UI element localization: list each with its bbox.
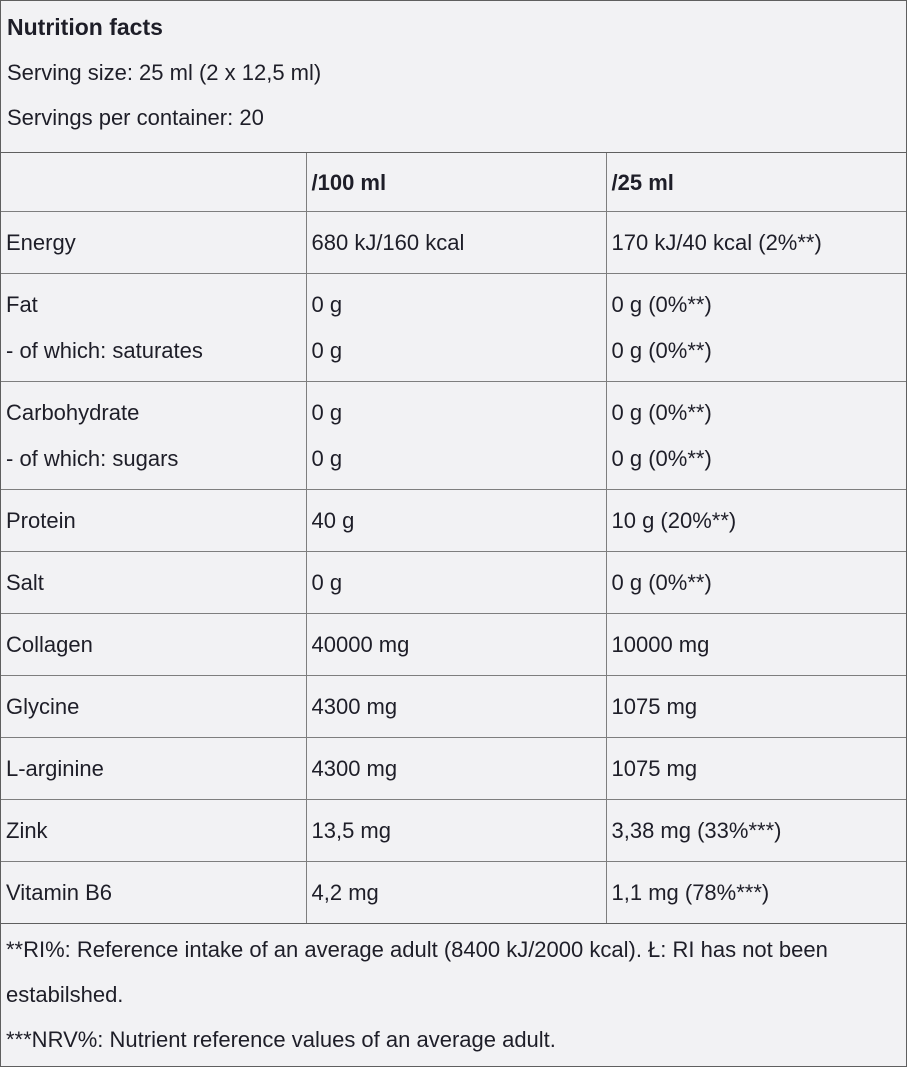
column-header-per-25ml: /25 ml bbox=[605, 152, 906, 212]
value-per-25ml: 1075 mg bbox=[605, 736, 906, 800]
table-row: Glycine 4300 mg 1075 mg bbox=[1, 674, 906, 738]
nutrient-name: Glycine bbox=[1, 674, 307, 738]
table-row: Protein 40 g 10 g (20%**) bbox=[1, 488, 906, 552]
value-per-100ml-line: 40000 mg bbox=[311, 631, 410, 657]
value-per-100ml-line: 13,5 mg bbox=[311, 817, 392, 843]
value-per-25ml-line: 10 g (20%**) bbox=[611, 507, 737, 533]
value-per-25ml: 0 g (0%**) bbox=[605, 550, 906, 614]
nutrient-name: L-arginine bbox=[1, 736, 307, 800]
value-per-25ml: 0 g (0%**) 0 g (0%**) bbox=[605, 380, 906, 490]
value-per-100ml: 4300 mg bbox=[305, 674, 607, 738]
value-per-100ml-line: 4300 mg bbox=[311, 693, 398, 719]
serving-size-text: Serving size: 25 ml (2 x 12,5 ml) bbox=[7, 60, 322, 85]
value-per-100ml: 0 g bbox=[305, 550, 607, 614]
nutrient-name-line: L-arginine bbox=[6, 755, 104, 781]
value-per-25ml: 1,1 mg (78%***) bbox=[605, 860, 906, 923]
value-per-100ml: 0 g 0 g bbox=[305, 272, 607, 382]
nutrient-name: Collagen bbox=[1, 612, 307, 676]
nutrient-name-line: Zink bbox=[6, 817, 48, 843]
nutrient-name-line: Fat bbox=[6, 291, 38, 317]
value-per-25ml-line: 3,38 mg (33%***) bbox=[611, 817, 782, 843]
value-per-25ml-line: 0 g (0%**) bbox=[611, 445, 712, 471]
value-per-100ml-line: 0 g bbox=[311, 399, 343, 425]
value-per-25ml: 0 g (0%**) 0 g (0%**) bbox=[605, 272, 906, 382]
column-header-blank bbox=[1, 152, 307, 212]
table-row: Collagen 40000 mg 10000 mg bbox=[1, 612, 906, 676]
nutrient-name: Carbohydrate - of which: sugars bbox=[1, 380, 307, 490]
table-row: L-arginine 4300 mg 1075 mg bbox=[1, 736, 906, 800]
value-per-100ml-line: 0 g bbox=[311, 337, 343, 363]
table-row: Zink 13,5 mg 3,38 mg (33%***) bbox=[1, 798, 906, 862]
value-per-100ml: 4,2 mg bbox=[305, 860, 607, 923]
value-per-25ml-line: 0 g (0%**) bbox=[611, 291, 712, 317]
footnote-nrv: ***NRV%: Nutrient reference values of an… bbox=[6, 1026, 556, 1052]
nutrition-title: Nutrition facts bbox=[7, 14, 163, 40]
nutrient-name: Fat - of which: saturates bbox=[1, 272, 307, 382]
value-per-25ml-line: 170 kJ/40 kcal (2%**) bbox=[611, 229, 822, 255]
value-per-100ml: 40000 mg bbox=[305, 612, 607, 676]
footnotes-section: **RI%: Reference intake of an average ad… bbox=[1, 922, 906, 1062]
value-per-25ml-line: 1,1 mg (78%***) bbox=[611, 879, 770, 905]
value-per-25ml: 10000 mg bbox=[605, 612, 906, 676]
value-per-100ml: 4300 mg bbox=[305, 736, 607, 800]
value-per-25ml-line: 0 g (0%**) bbox=[611, 399, 712, 425]
value-per-100ml: 40 g bbox=[305, 488, 607, 552]
value-per-100ml-line: 4,2 mg bbox=[311, 879, 379, 905]
value-per-100ml-line: 40 g bbox=[311, 507, 355, 533]
table-row: Energy 680 kJ/160 kcal 170 kJ/40 kcal (2%*… bbox=[1, 210, 906, 274]
nutrition-table: /100 ml /25 ml Energy 680 kJ/160 kcal 170 … bbox=[1, 152, 906, 923]
servings-per-container-text: Servings per container: 20 bbox=[7, 105, 264, 130]
nutrient-name-line: Vitamin B6 bbox=[6, 879, 112, 905]
nutrient-name-line: - of which: sugars bbox=[6, 445, 179, 471]
nutrient-name-line: - of which: saturates bbox=[6, 337, 203, 363]
nutrient-name-line: Carbohydrate bbox=[6, 399, 140, 425]
footnote-reference-intake: **RI%: Reference intake of an average ad… bbox=[6, 936, 828, 1007]
value-per-100ml-line: 0 g bbox=[311, 291, 343, 317]
value-per-100ml-line: 680 kJ/160 kcal bbox=[311, 229, 465, 255]
nutrient-name: Protein bbox=[1, 488, 307, 552]
table-row: Salt 0 g 0 g (0%**) bbox=[1, 550, 906, 614]
nutrient-name-line: Protein bbox=[6, 507, 76, 533]
nutrient-name: Salt bbox=[1, 550, 307, 614]
value-per-100ml: 13,5 mg bbox=[305, 798, 607, 862]
value-per-25ml: 1075 mg bbox=[605, 674, 906, 738]
value-per-25ml-line: 1075 mg bbox=[611, 693, 698, 719]
value-per-100ml: 680 kJ/160 kcal bbox=[305, 210, 607, 274]
nutrient-name-line: Energy bbox=[6, 229, 76, 255]
value-per-25ml: 170 kJ/40 kcal (2%**) bbox=[605, 210, 906, 274]
nutrient-name-line: Collagen bbox=[6, 631, 93, 657]
value-per-25ml-line: 10000 mg bbox=[611, 631, 710, 657]
value-per-100ml-line: 0 g bbox=[311, 445, 343, 471]
nutrition-table-body: Energy 680 kJ/160 kcal 170 kJ/40 kcal (2%*… bbox=[1, 210, 906, 923]
value-per-25ml: 3,38 mg (33%***) bbox=[605, 798, 906, 862]
nutrient-name: Vitamin B6 bbox=[1, 860, 307, 923]
table-header-row: /100 ml /25 ml bbox=[1, 152, 906, 212]
value-per-25ml-line: 0 g (0%**) bbox=[611, 337, 712, 363]
table-row: Vitamin B6 4,2 mg 1,1 mg (78%***) bbox=[1, 860, 906, 923]
value-per-100ml: 0 g 0 g bbox=[305, 380, 607, 490]
nutrient-name-line: Salt bbox=[6, 569, 44, 595]
value-per-25ml-line: 0 g (0%**) bbox=[611, 569, 712, 595]
column-header-per-100ml: /100 ml bbox=[305, 152, 607, 212]
value-per-100ml-line: 0 g bbox=[311, 569, 343, 595]
nutrient-name: Zink bbox=[1, 798, 307, 862]
nutrient-name: Energy bbox=[1, 210, 307, 274]
nutrient-name-line: Glycine bbox=[6, 693, 80, 719]
table-row: Fat - of which: saturates 0 g 0 g 0 g (0%**)… bbox=[1, 272, 906, 382]
value-per-25ml: 10 g (20%**) bbox=[605, 488, 906, 552]
value-per-25ml-line: 1075 mg bbox=[611, 755, 698, 781]
value-per-100ml-line: 4300 mg bbox=[311, 755, 398, 781]
label-header: Nutrition facts Serving size: 25 ml (2 x… bbox=[1, 1, 906, 153]
